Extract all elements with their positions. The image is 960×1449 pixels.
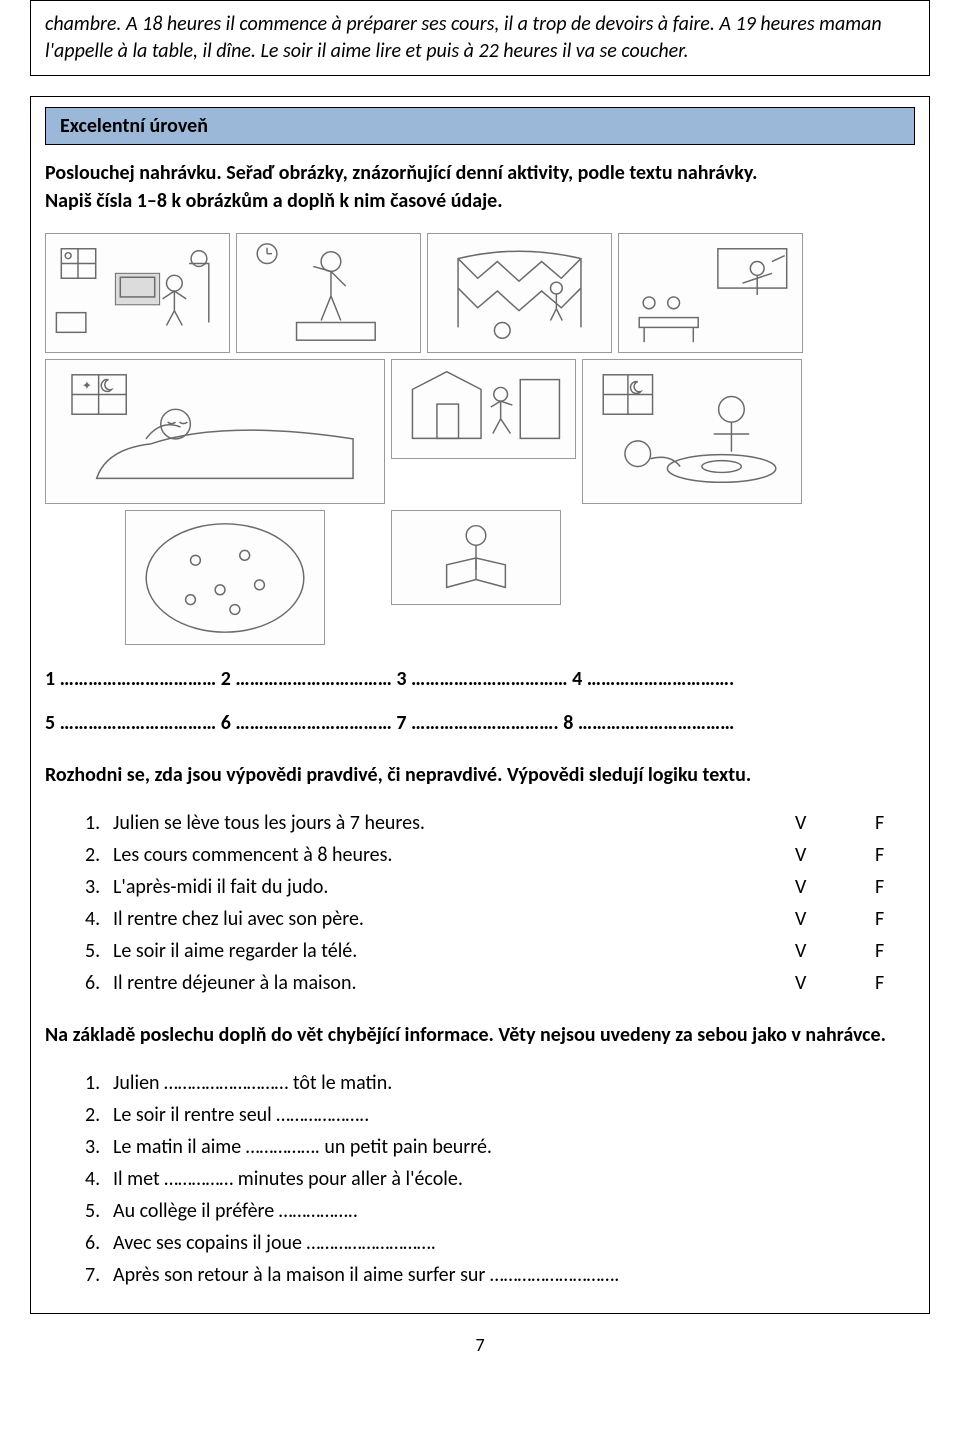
illustration-2-wakeup [236, 233, 421, 353]
vf-item-3: 3.L'après-midi il fait du judo.VF [85, 871, 915, 903]
answer-numbers-line1: 1 …………………………… 2 …………………………… 3 …………………………… [45, 667, 915, 691]
illustration-grid: ✦ [45, 233, 805, 645]
top-paragraph-box: chambre. A 18 heures il commence à prépa… [30, 0, 930, 76]
illustration-3-football [427, 233, 612, 353]
page-number: 7 [30, 1334, 930, 1356]
illustration-7-dinner [582, 359, 802, 504]
instructions-line2: Napiš čísla 1–8 k obrázkům a doplň k nim… [45, 189, 503, 213]
vf-item-5: 5.Le soir il aime regarder la télé.VF [85, 935, 915, 967]
fill-item-5: 5.Au collège il préfère …………….. [85, 1195, 915, 1227]
illustration-1-computer [45, 233, 230, 353]
illustration-8-breakfast [125, 510, 325, 645]
main-exercise-box: Excelentní úroveň Poslouchej nahrávku. S… [30, 96, 930, 1314]
illustration-6-leaving [391, 359, 576, 459]
illustration-5-sleeping: ✦ [45, 359, 385, 504]
illustration-4-classroom [618, 233, 803, 353]
illustration-9-reading [391, 510, 561, 605]
true-false-list: 1.Julien se lève tous les jours à 7 heur… [85, 807, 915, 999]
fill-item-1: 1.Julien ……………………… tôt le matin. [85, 1067, 915, 1099]
answer-numbers-line2: 5 …………………………… 6 …………………………… 7 …………………………… [45, 711, 915, 735]
instructions-line1: Poslouchej nahrávku. Seřaď obrázky, znáz… [45, 161, 757, 185]
fill-item-6: 6.Avec ses copains il joue ………………………. [85, 1227, 915, 1259]
top-paragraph: chambre. A 18 heures il commence à prépa… [45, 11, 915, 65]
fill-item-3: 3.Le matin il aime ……………. un petit pain … [85, 1131, 915, 1163]
fill-blanks-heading: Na základě poslechu doplň do vět chybějí… [45, 1021, 915, 1049]
fill-blanks-list: 1.Julien ……………………… tôt le matin. 2.Le so… [85, 1067, 915, 1291]
ordering-instructions: Poslouchej nahrávku. Seřaď obrázky, znáz… [45, 159, 915, 215]
vf-item-2: 2.Les cours commencent à 8 heures.VF [85, 839, 915, 871]
vf-item-1: 1.Julien se lève tous les jours à 7 heur… [85, 807, 915, 839]
svg-text:✦: ✦ [82, 380, 92, 394]
fill-item-7: 7.Après son retour à la maison il aime s… [85, 1259, 915, 1291]
true-false-heading: Rozhodni se, zda jsou výpovědi pravdivé,… [45, 761, 915, 789]
vf-item-6: 6.Il rentre déjeuner à la maison.VF [85, 967, 915, 999]
fill-item-4: 4.Il met …………… minutes pour aller à l'éc… [85, 1163, 915, 1195]
section-header: Excelentní úroveň [45, 107, 915, 145]
vf-item-4: 4.Il rentre chez lui avec son père.VF [85, 903, 915, 935]
fill-item-2: 2.Le soir il rentre seul ……………….. [85, 1099, 915, 1131]
